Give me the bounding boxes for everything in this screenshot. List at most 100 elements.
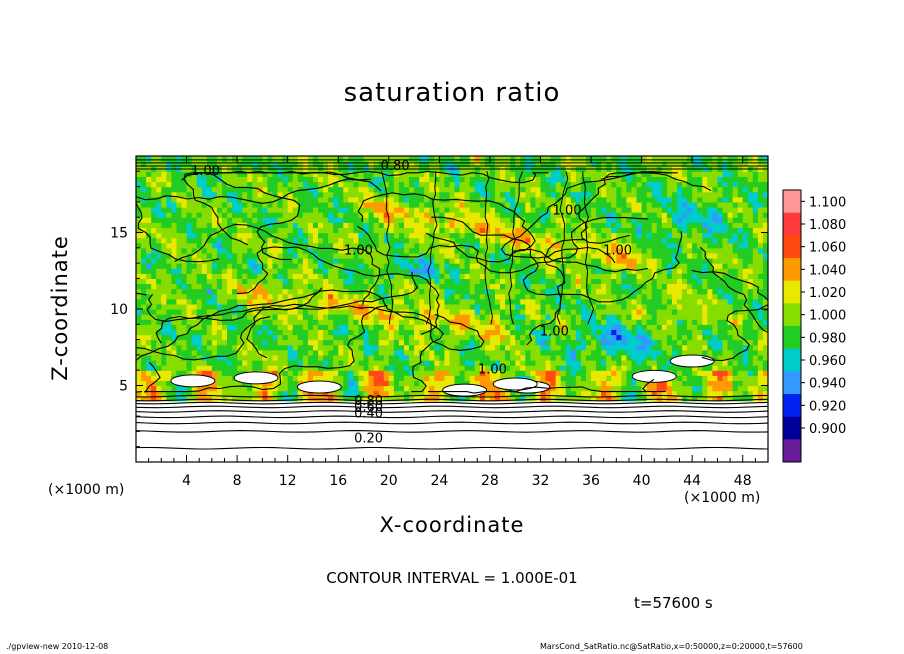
- field-cell: [525, 324, 531, 330]
- field-cell: [156, 207, 162, 213]
- field-cell: [469, 421, 476, 427]
- field-cell: [393, 446, 400, 453]
- field-cell: [216, 232, 223, 239]
- field-cell: [348, 232, 355, 239]
- field-cell: [489, 288, 496, 295]
- field-cell: [196, 263, 203, 269]
- field-cell: [237, 390, 243, 397]
- field-cell: [535, 186, 542, 193]
- field-cell: [338, 405, 344, 412]
- field-cell: [363, 283, 370, 290]
- field-cell: [201, 191, 208, 198]
- field-cell: [449, 400, 456, 407]
- field-cell: [494, 258, 501, 264]
- field-cell: [515, 441, 521, 448]
- field-cell: [484, 451, 491, 458]
- field-cell: [323, 156, 329, 162]
- field-cell: [550, 242, 557, 249]
- field-cell: [403, 298, 410, 305]
- field-cell: [242, 258, 248, 264]
- field-cell: [282, 283, 289, 290]
- field-cell: [181, 263, 188, 269]
- field-cell: [373, 298, 380, 305]
- field-cell: [419, 395, 425, 402]
- field-cell: [161, 181, 167, 188]
- field-cell: [262, 339, 269, 346]
- field-cell: [343, 451, 349, 458]
- field-cell: [201, 186, 208, 193]
- field-cell: [520, 416, 526, 422]
- field-cell: [206, 370, 213, 376]
- field-cell: [297, 395, 304, 402]
- field-cell: [166, 446, 172, 453]
- field-cell: [191, 349, 198, 356]
- field-cell: [237, 252, 243, 259]
- field-cell: [312, 400, 319, 407]
- field-cell: [348, 222, 355, 228]
- field-cell: [545, 395, 552, 402]
- field-cell: [348, 242, 355, 249]
- field-cell: [267, 268, 274, 274]
- field-cell: [424, 395, 430, 402]
- field-cell: [515, 171, 521, 177]
- field-cell: [272, 334, 279, 341]
- field-cell: [373, 339, 380, 346]
- field-cell: [454, 191, 461, 198]
- field-cell: [161, 258, 167, 264]
- field-cell: [136, 385, 142, 392]
- field-cell: [510, 354, 516, 361]
- field-cell: [510, 416, 516, 422]
- field-cell: [555, 436, 562, 443]
- field-cell: [206, 196, 213, 203]
- field-cell: [424, 446, 430, 453]
- field-cell: [550, 303, 557, 310]
- field-cell: [459, 324, 466, 330]
- field-cell: [267, 186, 274, 193]
- field-cell: [454, 354, 461, 361]
- field-cell: [348, 252, 355, 259]
- field-cell: [328, 360, 334, 366]
- field-cell: [414, 400, 420, 407]
- field-cell: [196, 283, 203, 290]
- field-cell: [211, 405, 218, 412]
- field-cell: [338, 222, 344, 228]
- field-cell: [424, 212, 430, 218]
- field-cell: [191, 339, 198, 346]
- field-cell: [353, 370, 360, 376]
- field-cell: [227, 385, 233, 392]
- field-cell: [272, 441, 279, 448]
- field-cell: [540, 349, 547, 356]
- field-cell: [398, 298, 405, 305]
- field-cell: [156, 446, 162, 453]
- field-cell: [494, 431, 501, 438]
- field-cell: [227, 227, 233, 234]
- field-cell: [353, 247, 360, 254]
- field-cell: [247, 227, 253, 234]
- field-cell: [227, 263, 233, 269]
- field-cell: [393, 344, 400, 351]
- field-cell: [439, 227, 446, 234]
- field-cell: [237, 303, 243, 310]
- field-cell: [328, 222, 334, 228]
- field-cell: [388, 395, 395, 402]
- field-cell: [166, 426, 172, 432]
- field-cell: [297, 298, 304, 305]
- field-cell: [373, 156, 380, 162]
- field-cell: [388, 156, 395, 162]
- field-cell: [403, 436, 410, 443]
- field-cell: [161, 201, 167, 208]
- field-cell: [464, 207, 471, 213]
- field-cell: [307, 252, 314, 259]
- field-cell: [151, 416, 157, 422]
- field-cell: [318, 344, 324, 351]
- field-cell: [211, 181, 218, 188]
- field-cell: [242, 324, 248, 330]
- field-cell: [141, 426, 147, 432]
- field-cell: [530, 232, 537, 239]
- field-cell: [186, 278, 193, 285]
- field-cell: [171, 354, 178, 361]
- field-cell: [343, 370, 349, 376]
- field-cell: [151, 298, 157, 305]
- field-cell: [414, 309, 420, 315]
- field-cell: [479, 283, 486, 290]
